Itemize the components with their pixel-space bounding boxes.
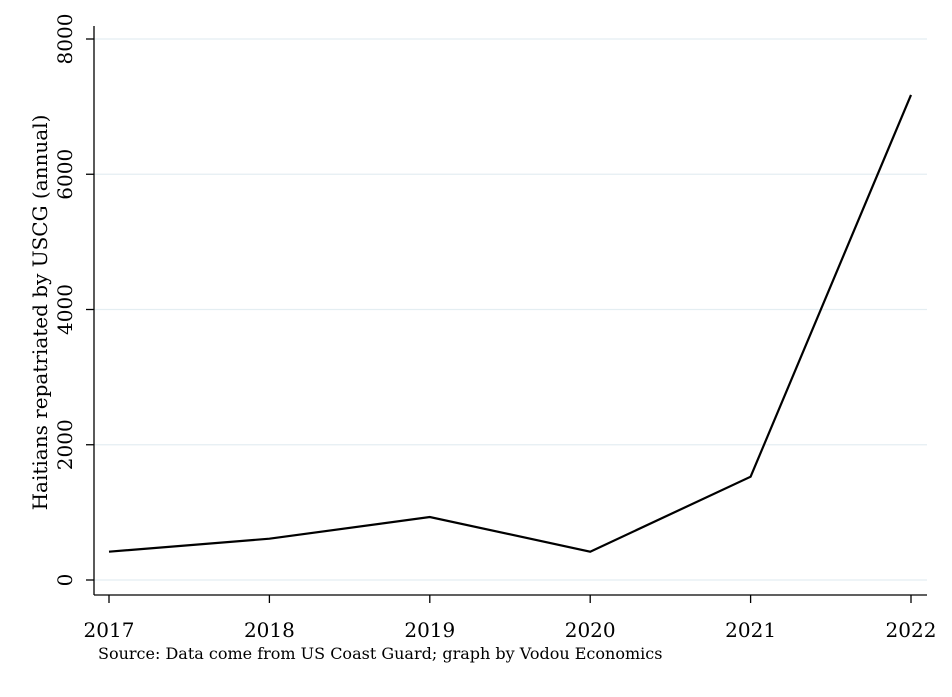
y-tick-label: 8000: [53, 14, 77, 65]
y-tick-label: 4000: [53, 284, 77, 335]
series-line: [109, 95, 911, 552]
axes: [94, 26, 927, 595]
y-tick-label: 2000: [53, 419, 77, 470]
y-tick-label: 0: [53, 574, 77, 587]
y-ticks: 0 2000 4000 6000 8000: [53, 14, 94, 587]
y-tick-label: 6000: [53, 149, 77, 200]
x-tick-label: 2021: [725, 618, 776, 642]
series-layer: [109, 95, 911, 552]
source-note: Source: Data come from US Coast Guard; g…: [98, 644, 662, 663]
x-tick-label: 2017: [84, 618, 135, 642]
x-tick-label: 2019: [404, 618, 455, 642]
x-ticks: 2017 2018 2019 2020 2021 2022: [84, 595, 937, 642]
grid-lines: [94, 39, 927, 580]
y-axis-title: Haitians repatriated by USCG (annual): [28, 115, 52, 511]
x-tick-label: 2022: [886, 618, 937, 642]
x-tick-label: 2020: [565, 618, 616, 642]
x-tick-label: 2018: [244, 618, 295, 642]
